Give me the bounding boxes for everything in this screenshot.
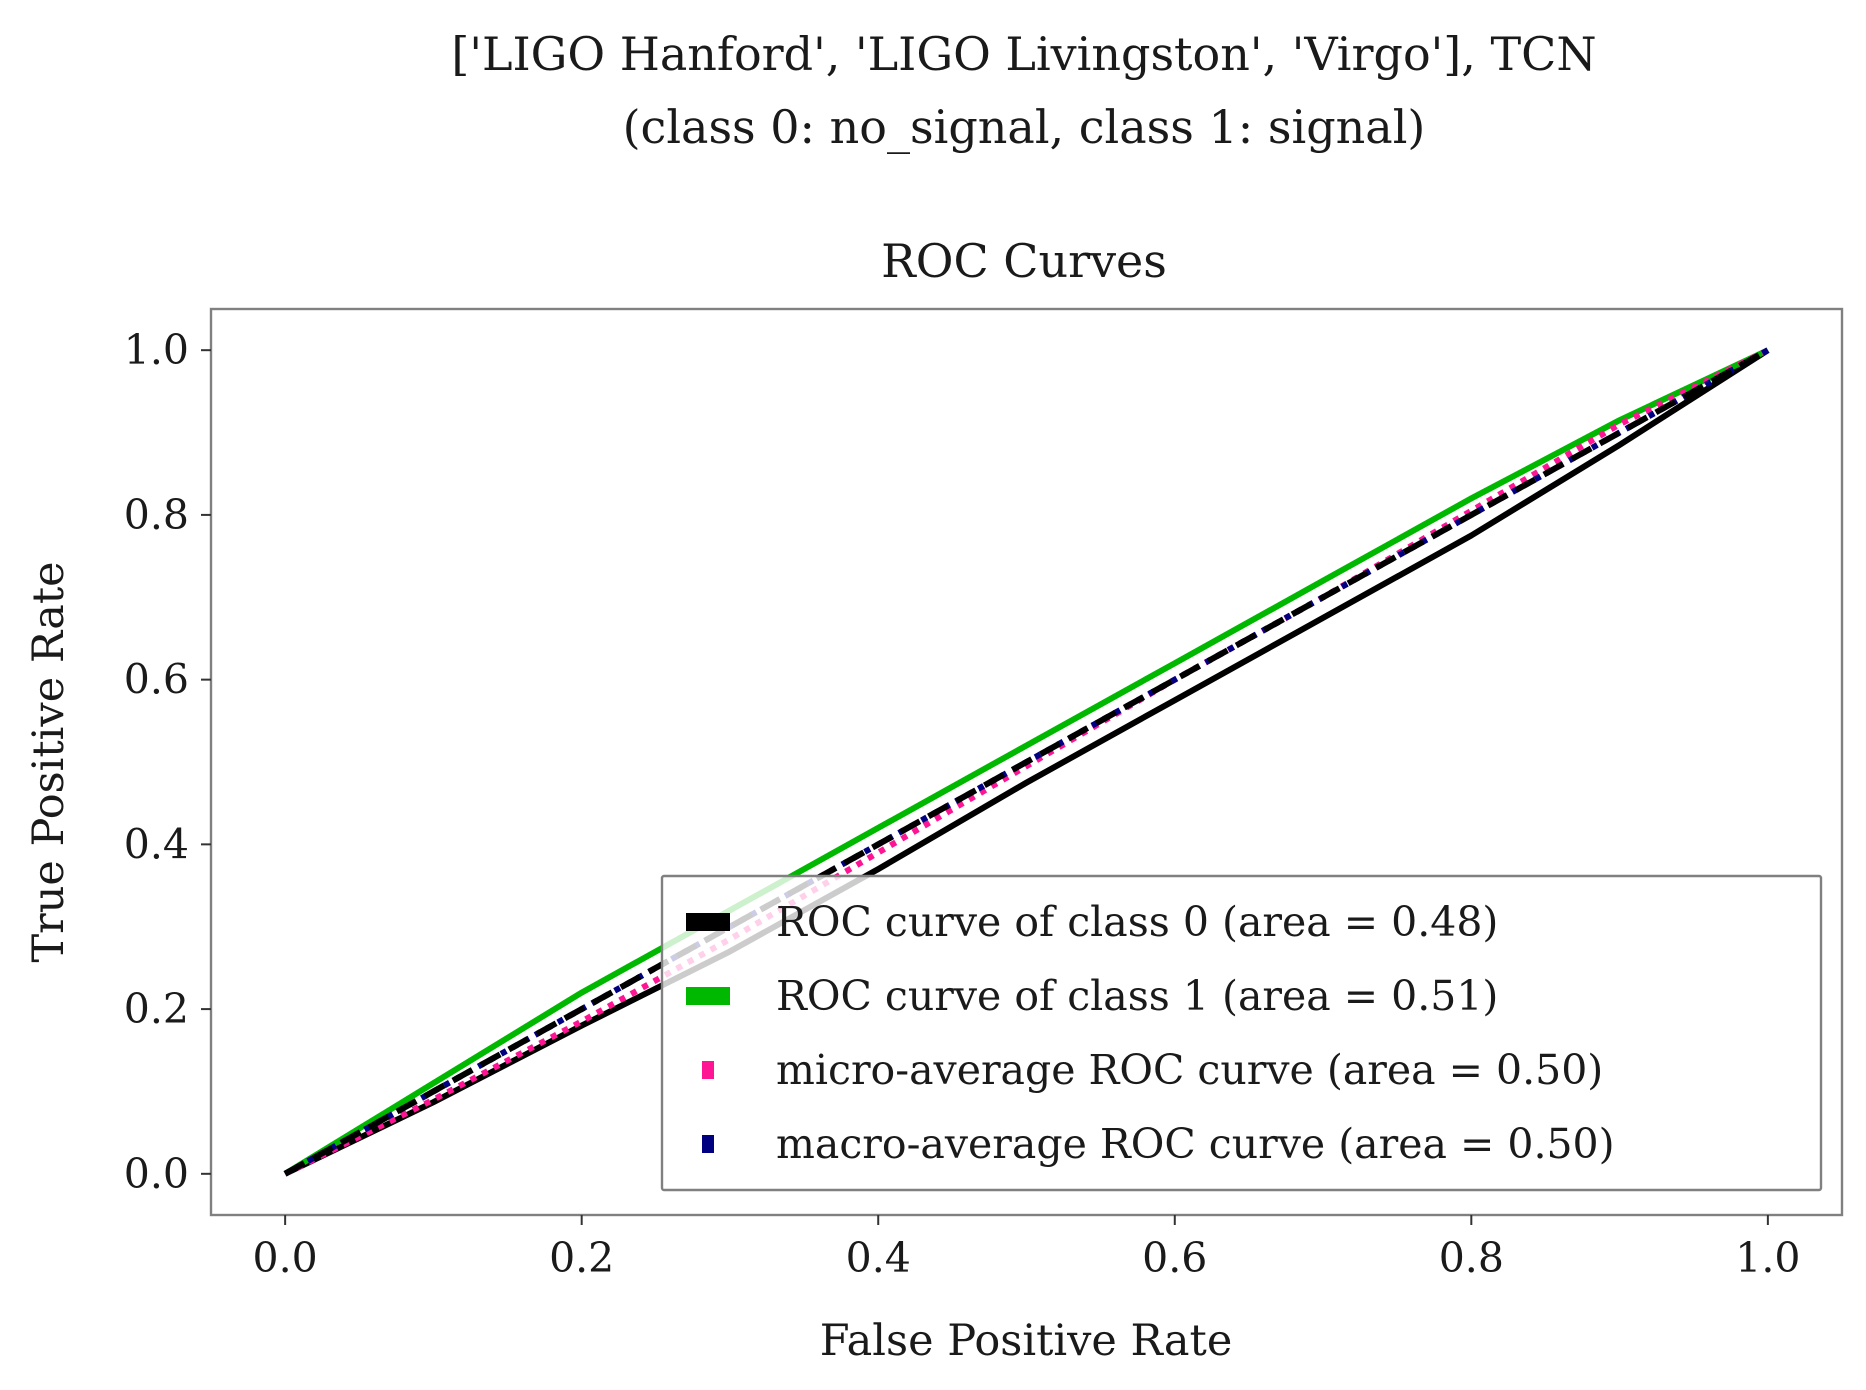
legend-label: ROC curve of class 0 (area = 0.48) bbox=[776, 898, 1498, 946]
x-axis-label: False Positive Rate bbox=[820, 1316, 1233, 1366]
legend-label: ROC curve of class 1 (area = 0.51) bbox=[776, 972, 1498, 1020]
x-tick-label: 0.0 bbox=[253, 1234, 318, 1282]
x-tick-label: 0.2 bbox=[549, 1234, 614, 1282]
y-tick-label: 0.0 bbox=[124, 1150, 189, 1198]
figure-title-line-2: (class 0: no_signal, class 1: signal) bbox=[623, 100, 1426, 154]
y-tick-label: 0.8 bbox=[124, 491, 189, 539]
y-tick-label: 0.2 bbox=[124, 985, 189, 1033]
series-lines bbox=[283, 347, 1770, 1177]
axis-ticks: 0.0 0.2 0.4 0.6 0.8 1.0 0.0 0.2 0.4 0.6 0.8 1.0 bbox=[124, 326, 1801, 1282]
x-tick-label: 0.8 bbox=[1439, 1234, 1504, 1282]
chance-line bbox=[283, 347, 1770, 1177]
series-line-micro-average bbox=[283, 347, 1770, 1177]
legend-label: macro-average ROC curve (area = 0.50) bbox=[776, 1120, 1615, 1168]
x-tick-label: 0.6 bbox=[1142, 1234, 1207, 1282]
series-line-class-1 bbox=[283, 347, 1770, 1177]
y-axis-label: True Positive Rate bbox=[24, 561, 74, 962]
legend-swatch bbox=[702, 1061, 714, 1079]
chart-title: ROC Curves bbox=[881, 234, 1167, 288]
x-tick-label: 0.4 bbox=[846, 1234, 911, 1282]
figure-title-line-1: ['LIGO Hanford', 'LIGO Livingston', 'Vir… bbox=[451, 27, 1596, 81]
legend-box bbox=[660, 874, 1823, 1192]
legend-swatch bbox=[686, 987, 730, 1005]
legend-swatch bbox=[686, 913, 730, 931]
y-tick-label: 0.4 bbox=[124, 820, 189, 868]
y-tick-label: 0.6 bbox=[124, 656, 189, 704]
legend: ROC curve of class 0 (area = 0.48) ROC cu… bbox=[660, 874, 1823, 1192]
plot-area-frame bbox=[209, 307, 1844, 1217]
x-tick-label: 1.0 bbox=[1735, 1234, 1800, 1282]
series-line-class-0 bbox=[283, 347, 1770, 1177]
legend-swatch bbox=[702, 1135, 714, 1153]
y-tick-label: 1.0 bbox=[124, 326, 189, 374]
legend-label: micro-average ROC curve (area = 0.50) bbox=[776, 1046, 1603, 1094]
